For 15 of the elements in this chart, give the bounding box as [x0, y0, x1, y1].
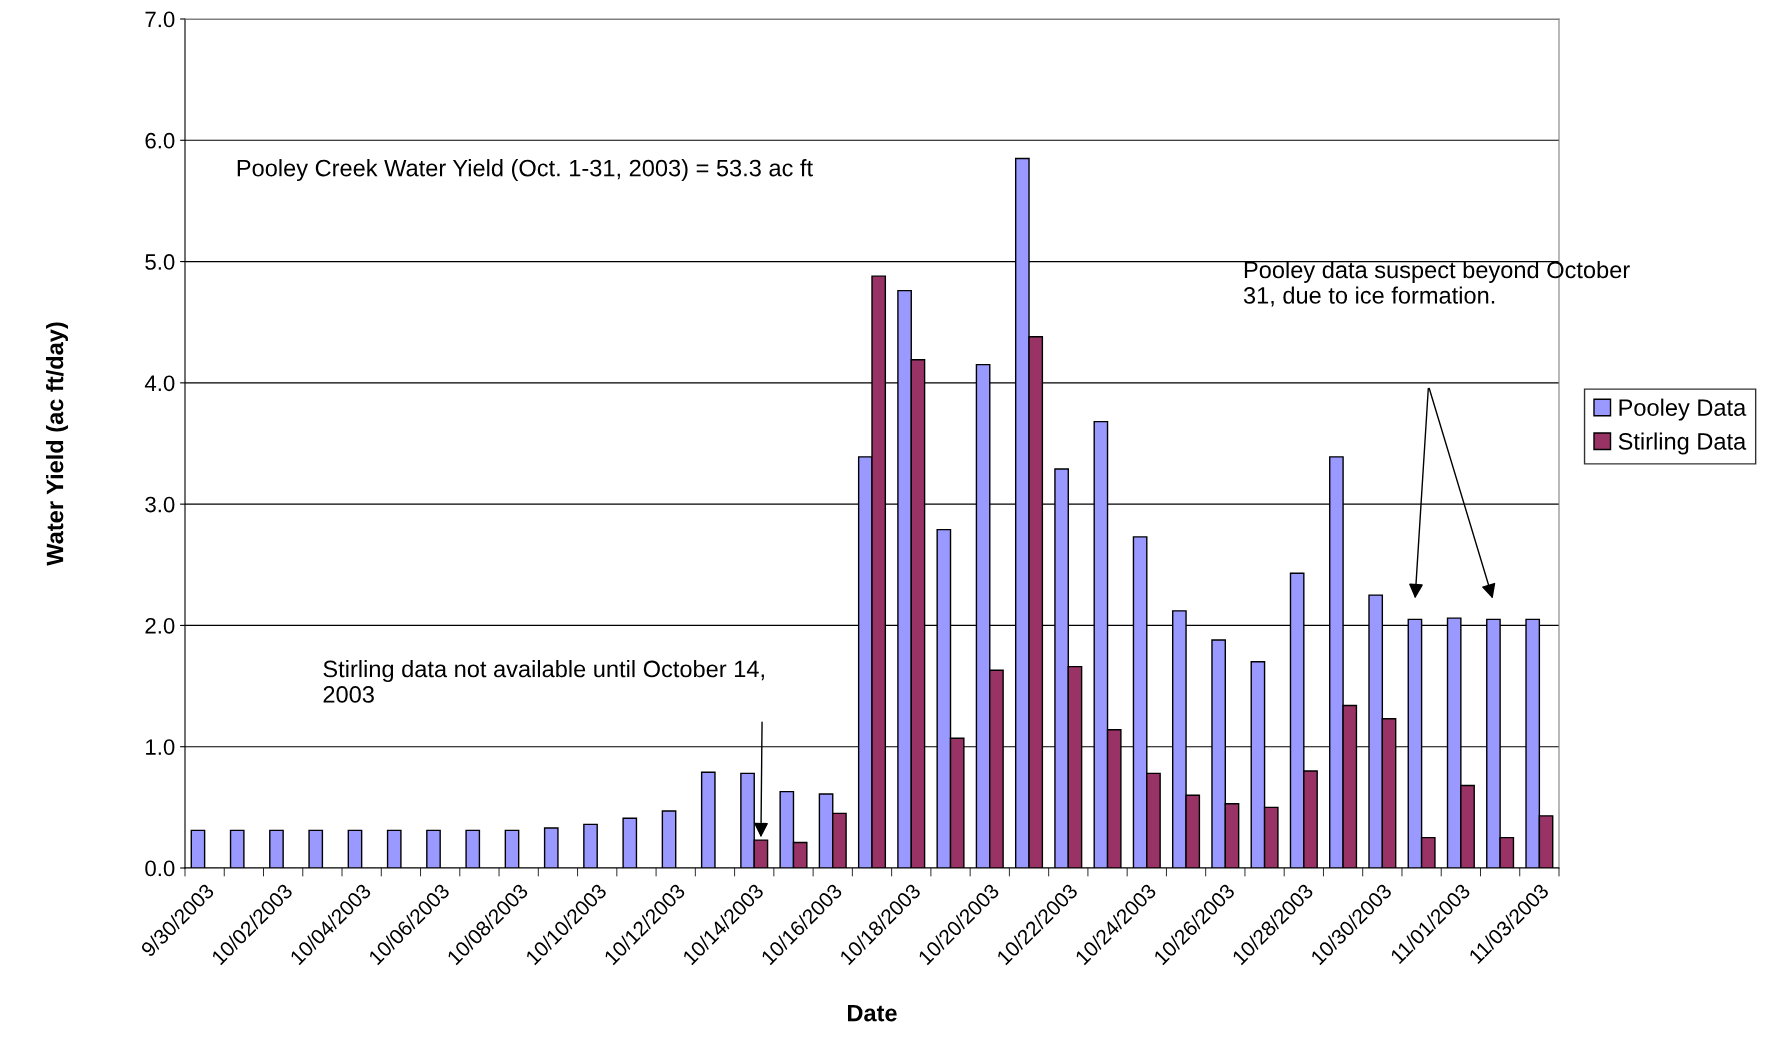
y-tick-label: 5.0 — [145, 254, 175, 270]
y-tick-label: 7.0 — [145, 11, 175, 28]
y-tick-label: 6.0 — [145, 132, 175, 149]
y-tick-label: 3.0 — [145, 496, 175, 513]
legend-label: Stirling Data — [1618, 432, 1747, 455]
annotation: Pooley data suspect beyond October 31, due to ice formation. — [1243, 260, 1630, 307]
annotation: Pooley Creek Water Yield (Oct. 1-31, 2003) = 53.3 ac ft — [237, 159, 813, 182]
y-axis-title: Water Yield (ac ft/day) — [45, 322, 68, 566]
y-tick-label: 1.0 — [146, 739, 175, 755]
y-tick-label: 4.0 — [144, 375, 175, 392]
x-axis-title: Date — [847, 1004, 897, 1022]
legend-label: Pooley Data — [1619, 398, 1747, 421]
annotation: Stirling data not available until October 14, 2003 — [323, 659, 764, 703]
y-tick-label: 2.0 — [145, 617, 175, 634]
y-tick-label: 0.0 — [145, 860, 175, 877]
